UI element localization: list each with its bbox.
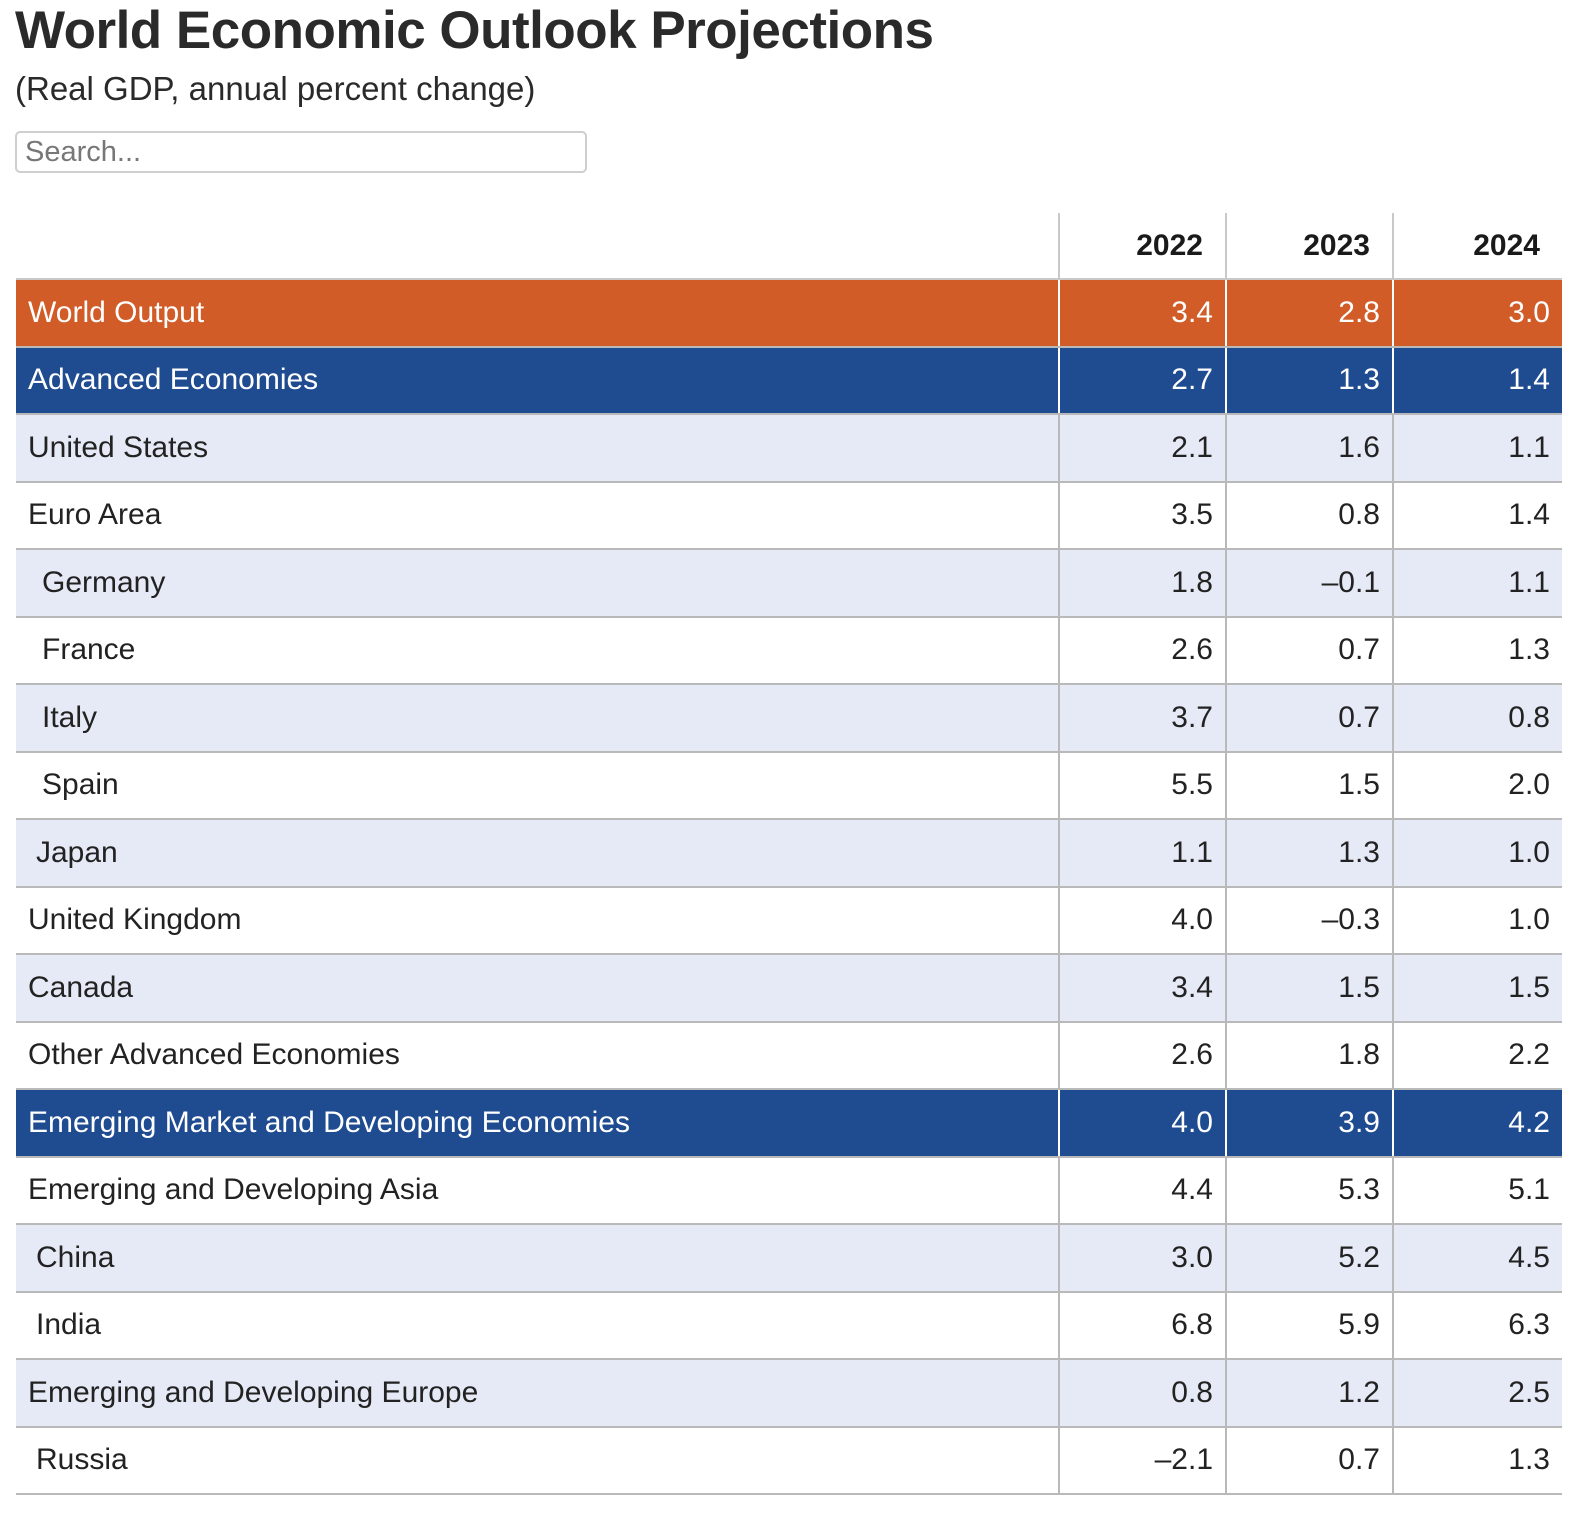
cell-2022: 3.4: [1058, 954, 1226, 1023]
cell-2024: 1.5: [1392, 954, 1562, 1023]
projections-table: 2022 2023 2024 World Output 3.4 2.8 3.0 …: [16, 213, 1562, 1495]
cell-2024: 2.5: [1392, 1359, 1562, 1428]
cell-2023: 2.8: [1225, 279, 1393, 348]
cell-2024: 4.2: [1392, 1089, 1562, 1158]
cell-2023: 0.8: [1225, 481, 1393, 550]
column-header-2023[interactable]: 2023: [1225, 213, 1393, 280]
cell-2024: 1.3: [1392, 1426, 1562, 1495]
cell-2024: 4.5: [1392, 1224, 1562, 1293]
page-title: World Economic Outlook Projections: [15, 1, 934, 60]
cell-2023: 0.7: [1225, 616, 1393, 685]
cell-2022: 0.8: [1058, 1359, 1226, 1428]
cell-2023: 1.3: [1225, 819, 1393, 888]
cell-2023: 1.5: [1225, 954, 1393, 1023]
row-name: Canada: [16, 954, 1059, 1023]
table-row: United Kingdom 4.0 –0.3 1.0: [16, 886, 1562, 955]
row-name: United Kingdom: [16, 886, 1059, 955]
row-name: India: [16, 1291, 1059, 1360]
cell-2022: –2.1: [1058, 1426, 1226, 1495]
cell-2024: 1.4: [1392, 346, 1562, 415]
page-subtitle: (Real GDP, annual percent change): [15, 70, 536, 107]
cell-2024: 2.2: [1392, 1021, 1562, 1090]
search-input[interactable]: [15, 131, 587, 173]
cell-2024: 1.0: [1392, 886, 1562, 955]
cell-2023: 1.6: [1225, 414, 1393, 483]
table-row: Other Advanced Economies 2.6 1.8 2.2: [16, 1021, 1562, 1090]
cell-2023: 0.7: [1225, 1426, 1393, 1495]
table-row: Advanced Economies 2.7 1.3 1.4: [16, 346, 1562, 415]
row-name: China: [16, 1224, 1059, 1293]
cell-2022: 3.4: [1058, 279, 1226, 348]
cell-2022: 1.8: [1058, 549, 1226, 618]
row-name: France: [16, 616, 1059, 685]
row-name: Germany: [16, 549, 1059, 618]
cell-2024: 6.3: [1392, 1291, 1562, 1360]
row-name: Italy: [16, 684, 1059, 753]
cell-2022: 1.1: [1058, 819, 1226, 888]
cell-2024: 0.8: [1392, 684, 1562, 753]
cell-2023: 5.9: [1225, 1291, 1393, 1360]
cell-2022: 3.0: [1058, 1224, 1226, 1293]
cell-2023: 1.2: [1225, 1359, 1393, 1428]
cell-2022: 2.6: [1058, 616, 1226, 685]
table-row: France 2.6 0.7 1.3: [16, 616, 1562, 685]
cell-2023: 5.3: [1225, 1156, 1393, 1225]
table-row: Italy 3.7 0.7 0.8: [16, 684, 1562, 753]
table-row: World Output 3.4 2.8 3.0: [16, 279, 1562, 348]
cell-2022: 4.0: [1058, 1089, 1226, 1158]
column-header-2024[interactable]: 2024: [1392, 213, 1562, 280]
row-name: Euro Area: [16, 481, 1059, 550]
row-name: Emerging and Developing Europe: [16, 1359, 1059, 1428]
row-name: United States: [16, 414, 1059, 483]
table-row: Emerging and Developing Europe 0.8 1.2 2…: [16, 1359, 1562, 1428]
cell-2023: 1.5: [1225, 751, 1393, 820]
column-header-name: [16, 213, 1059, 280]
table-header-row: 2022 2023 2024: [16, 213, 1562, 280]
row-name: Advanced Economies: [16, 346, 1059, 415]
cell-2022: 2.6: [1058, 1021, 1226, 1090]
table-row: Emerging Market and Developing Economies…: [16, 1089, 1562, 1158]
cell-2024: 1.3: [1392, 616, 1562, 685]
cell-2022: 6.8: [1058, 1291, 1226, 1360]
cell-2022: 4.4: [1058, 1156, 1226, 1225]
cell-2022: 2.1: [1058, 414, 1226, 483]
cell-2022: 5.5: [1058, 751, 1226, 820]
table-row: United States 2.1 1.6 1.1: [16, 414, 1562, 483]
cell-2023: –0.3: [1225, 886, 1393, 955]
row-name: World Output: [16, 279, 1059, 348]
table-row: Russia –2.1 0.7 1.3: [16, 1426, 1562, 1495]
row-name: Emerging and Developing Asia: [16, 1156, 1059, 1225]
cell-2024: 1.0: [1392, 819, 1562, 888]
table-row: India 6.8 5.9 6.3: [16, 1291, 1562, 1360]
table-row: Japan 1.1 1.3 1.0: [16, 819, 1562, 888]
row-name: Other Advanced Economies: [16, 1021, 1059, 1090]
cell-2023: 1.3: [1225, 346, 1393, 415]
row-name: Emerging Market and Developing Economies: [16, 1089, 1059, 1158]
cell-2022: 4.0: [1058, 886, 1226, 955]
cell-2023: 5.2: [1225, 1224, 1393, 1293]
cell-2023: 1.8: [1225, 1021, 1393, 1090]
cell-2024: 1.1: [1392, 414, 1562, 483]
cell-2024: 3.0: [1392, 279, 1562, 348]
cell-2024: 5.1: [1392, 1156, 1562, 1225]
table-row: Spain 5.5 1.5 2.0: [16, 751, 1562, 820]
table-row: Emerging and Developing Asia 4.4 5.3 5.1: [16, 1156, 1562, 1225]
cell-2022: 2.7: [1058, 346, 1226, 415]
row-name: Spain: [16, 751, 1059, 820]
cell-2023: –0.1: [1225, 549, 1393, 618]
table-row: China 3.0 5.2 4.5: [16, 1224, 1562, 1293]
table-row: Canada 3.4 1.5 1.5: [16, 954, 1562, 1023]
table-row: Germany 1.8 –0.1 1.1: [16, 549, 1562, 618]
row-name: Japan: [16, 819, 1059, 888]
cell-2024: 1.1: [1392, 549, 1562, 618]
cell-2022: 3.5: [1058, 481, 1226, 550]
cell-2024: 1.4: [1392, 481, 1562, 550]
row-name: Russia: [16, 1426, 1059, 1495]
cell-2024: 2.0: [1392, 751, 1562, 820]
cell-2022: 3.7: [1058, 684, 1226, 753]
cell-2023: 3.9: [1225, 1089, 1393, 1158]
cell-2023: 0.7: [1225, 684, 1393, 753]
table-row: Euro Area 3.5 0.8 1.4: [16, 481, 1562, 550]
column-header-2022[interactable]: 2022: [1058, 213, 1226, 280]
